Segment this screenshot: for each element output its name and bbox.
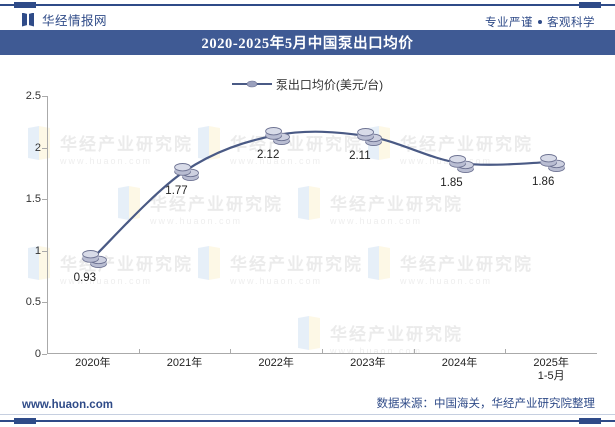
tagline-right: 客观科学 [547,17,595,29]
bullet-dot-icon [538,20,542,24]
x-tick-label: 2020年 [75,357,111,369]
brand-name: 华经情报网 [42,14,108,28]
data-point-label: 2.11 [349,150,371,163]
y-tick-label: 2 [34,141,41,154]
y-tick-label: 1.5 [25,193,41,206]
tagline-left: 专业严谨 [485,17,533,29]
data-point-label: 0.93 [73,272,97,285]
y-tick-label: 1 [34,244,41,257]
y-tick-label: 0.5 [25,296,41,309]
x-tick-label: 2025年 1-5月 [533,357,569,382]
brand-bar: 华经情报网 专业严谨 客观科学 [0,6,615,30]
y-tick [42,96,47,97]
x-tick [322,349,323,354]
x-tick [413,349,415,354]
plot-area: 0 0.5 1 1.5 2 2.5 2020年 2021年 2022年 2023年 2024年 20… [26,90,597,382]
coin-stack-icon [263,126,291,146]
coin-stack-icon [355,127,382,147]
coin-stack-icon [172,162,199,182]
top-accent-rule [0,2,615,8]
footer-divider [0,414,615,415]
data-point-label: 1.86 [531,176,555,189]
page-title: 2020-2025年5月中国泵出口均价 [201,36,414,52]
y-tick-label: 0 [34,348,41,360]
chart-legend: 泵出口均价(美元/台) [0,74,615,94]
coin-stack-icon [246,80,258,88]
legend-label: 泵出口均价(美元/台) [275,77,384,92]
coin-stack-icon [447,154,474,174]
x-tick-label: 2023年 [350,357,386,369]
coin-stack-icon [80,249,107,269]
x-tick [505,349,507,354]
header-tagline: 专业严谨 客观科学 [485,14,595,30]
y-tick [42,250,47,252]
x-tick [138,349,140,354]
data-point-label: 2.12 [256,149,280,162]
footer-source: 数据来源：中国海关，华经产业研究院整理 [376,398,596,410]
coin-stack-icon [538,153,566,173]
x-tick [230,349,232,354]
x-tick-label: 2022年 [258,357,294,369]
legend-marker-icon [231,78,272,90]
y-axis [47,96,48,354]
chart-title-bar: 2020-2025年5月中国泵出口均价 [0,30,615,55]
y-tick-label: 2.5 [25,90,41,102]
data-point-label: 1.85 [440,177,463,190]
footer-site: www.huaon.com [22,399,113,411]
y-tick [42,354,47,355]
huaon-logo-icon [22,12,36,27]
series-line [91,130,553,260]
y-tick [42,199,47,201]
data-point-label: 1.77 [165,185,188,198]
y-tick [42,302,47,304]
x-tick-label: 2021年 [166,357,203,369]
x-tick-label: 2024年 [441,357,478,369]
brand-logo: 华经情报网 [22,10,107,29]
bottom-accent-rule [0,418,615,424]
y-tick [42,147,47,149]
